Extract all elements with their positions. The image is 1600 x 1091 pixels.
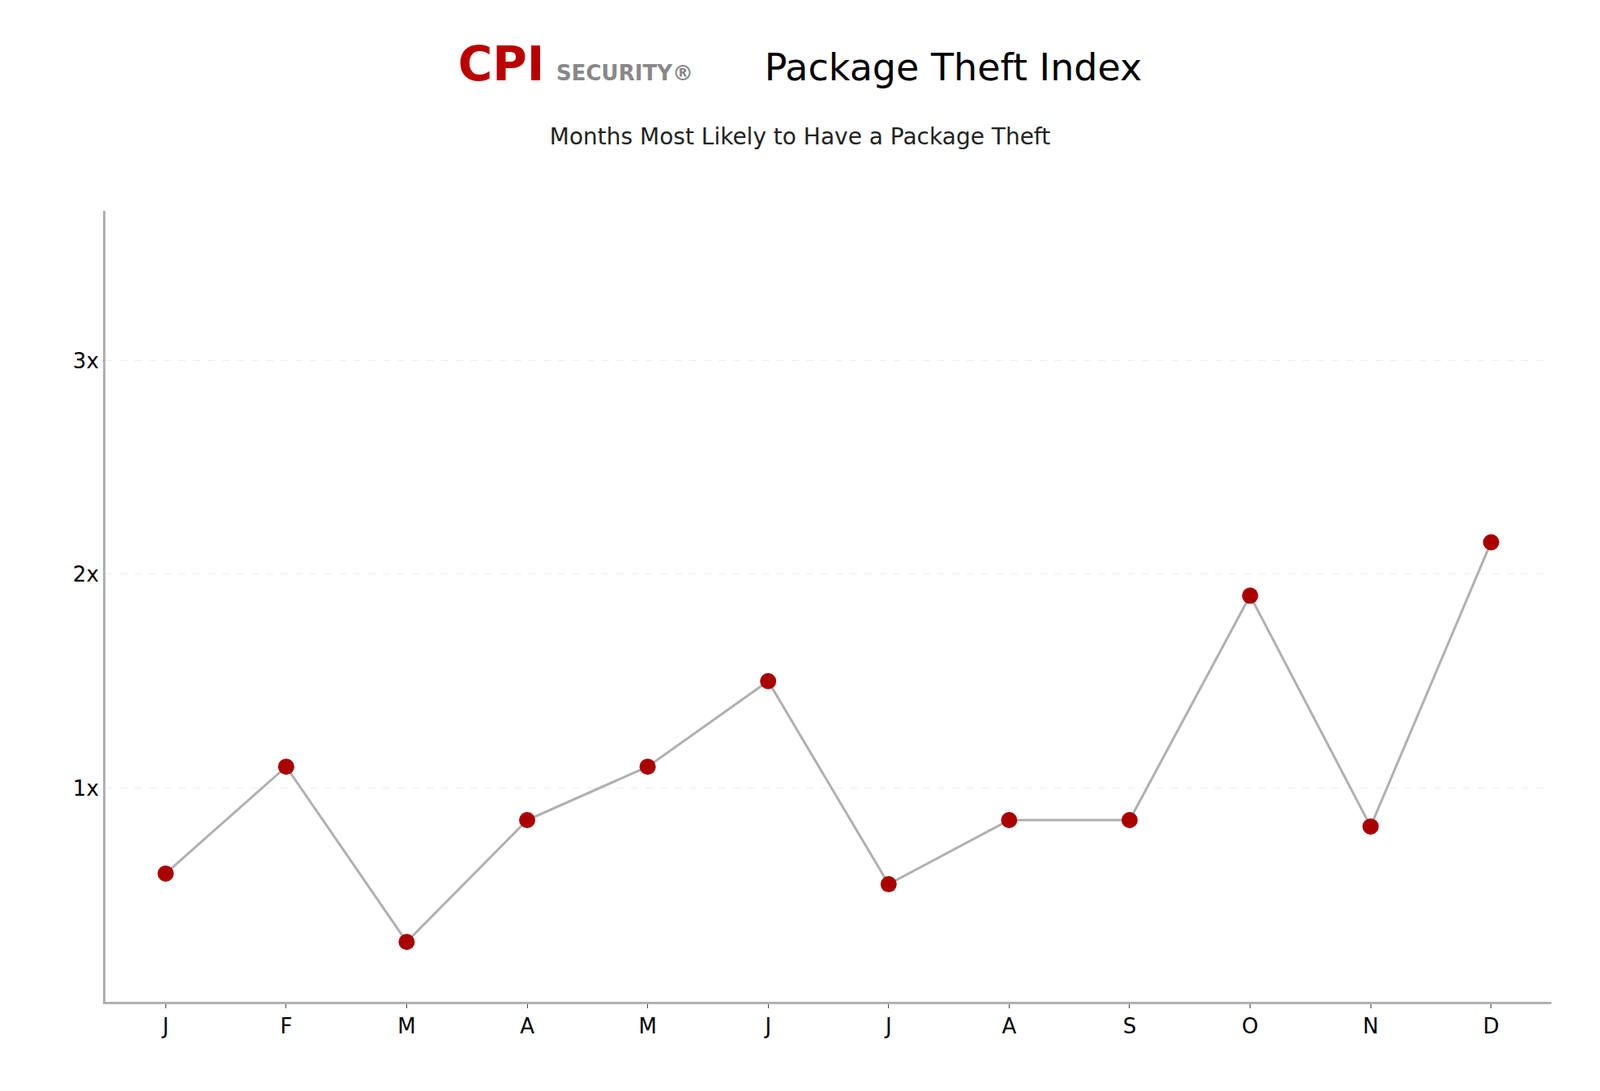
svg-text:1x: 1x bbox=[72, 776, 99, 801]
svg-text:J: J bbox=[763, 1013, 772, 1039]
svg-text:D: D bbox=[1483, 1013, 1500, 1039]
svg-text:2x: 2x bbox=[72, 561, 99, 587]
svg-text:N: N bbox=[1362, 1013, 1378, 1039]
svg-text:J: J bbox=[883, 1013, 893, 1039]
svg-text:Months Most Likely to Have a P: Months Most Likely to Have a Package The… bbox=[549, 123, 1051, 151]
svg-text:M: M bbox=[397, 1013, 416, 1039]
svg-text:M: M bbox=[638, 1013, 657, 1039]
svg-text:A: A bbox=[1001, 1013, 1017, 1039]
svg-text:3x: 3x bbox=[72, 348, 99, 374]
svg-text:F: F bbox=[279, 1013, 292, 1039]
svg-text:CPI SECURITY® Package The: CPI SECURITY® Package Theft Index bbox=[458, 36, 1142, 92]
svg-text:S: S bbox=[1123, 1013, 1137, 1039]
svg-text:J: J bbox=[160, 1013, 169, 1039]
svg-text:O: O bbox=[1241, 1013, 1258, 1039]
svg-text:A: A bbox=[519, 1013, 535, 1039]
